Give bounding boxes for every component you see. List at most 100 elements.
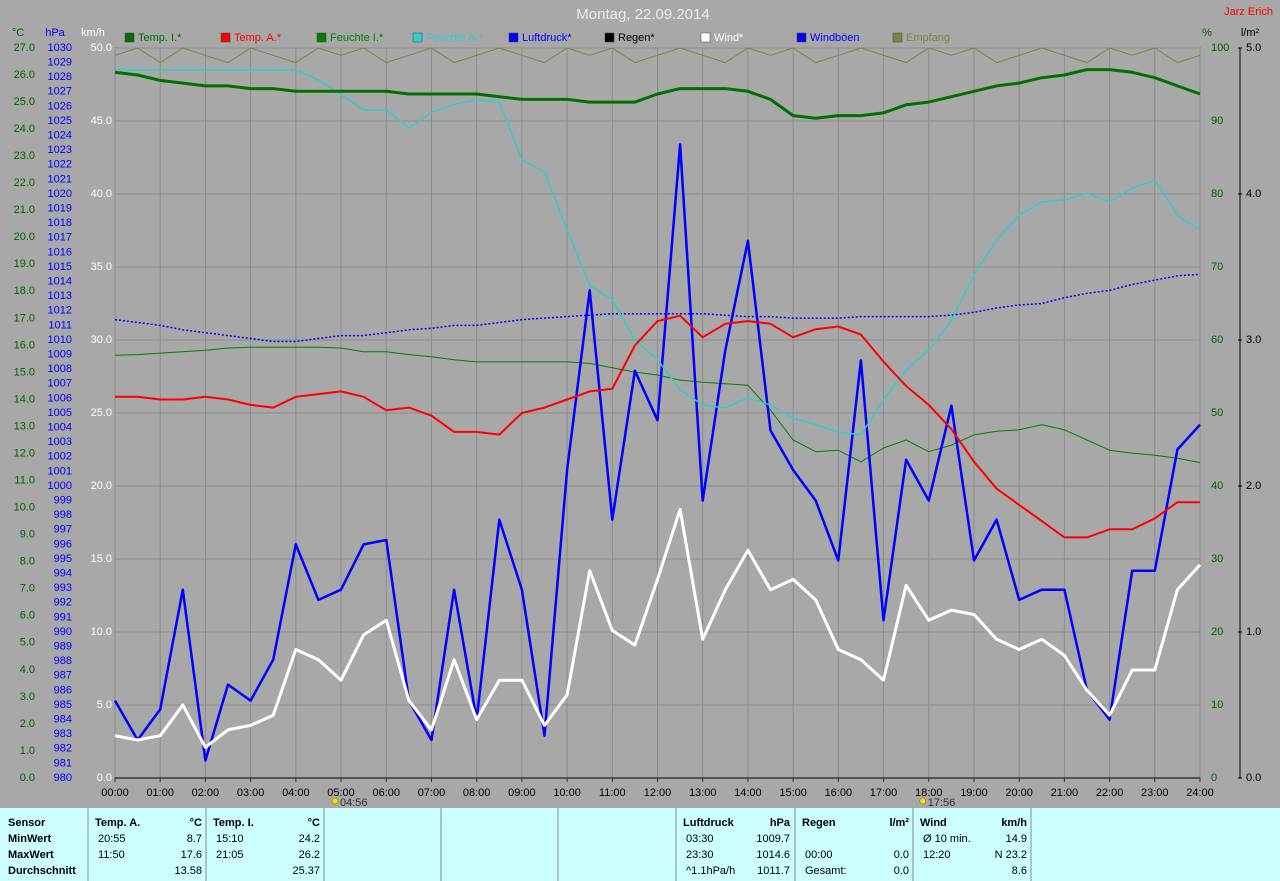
y-tick-label: 1016 (48, 246, 72, 258)
cell-value: N 23.2 (995, 849, 1027, 861)
cell-value: 17.6 (181, 849, 202, 861)
y-tick-label: 9.0 (20, 529, 35, 541)
y-tick-label: 1017 (48, 232, 72, 244)
y-tick-label: 0.0 (20, 772, 35, 784)
y-tick-label: 30.0 (91, 334, 112, 346)
y-tick-label: 19.0 (14, 258, 35, 270)
cell-value: 13.58 (174, 865, 202, 877)
legend-swatch (796, 32, 807, 43)
table-cells: Sensor MinWert MaxWert Durchschnitt Temp. A.… (8, 817, 1027, 877)
y-tick-label: 986 (54, 684, 72, 696)
x-tick-label: 15:00 (779, 787, 807, 799)
y-tick-label: 5.0 (97, 699, 112, 711)
x-tick-label: 13:00 (689, 787, 717, 799)
cell-time: 21:05 (216, 849, 244, 861)
y-tick-label: 45.0 (91, 115, 112, 127)
series-line (114, 346, 1201, 464)
y-tick-label: 26.0 (14, 69, 35, 81)
x-tick-label: 19:00 (960, 787, 988, 799)
y-tick-label: 997 (54, 524, 72, 536)
y-tick-label: 11.0 (14, 474, 35, 486)
x-tick-label: 06:00 (372, 787, 400, 799)
y-tick-label: 1012 (48, 305, 72, 317)
y-tick-label: 983 (54, 728, 72, 740)
y-tick-label: 1026 (48, 100, 72, 112)
sun-time: 04:56 (340, 797, 368, 809)
y-tick-label: 4.0 (1246, 188, 1261, 200)
column-header: Temp. A. (95, 817, 140, 829)
series-line (114, 507, 1202, 749)
y-tick-label: 80 (1211, 188, 1223, 200)
y-tick-label: 1014 (48, 276, 72, 288)
column-header: Regen (802, 817, 836, 829)
axis-unit: hPa (45, 27, 65, 39)
y-tick-label: 1027 (48, 86, 72, 98)
y-tick-label: 25.0 (91, 407, 112, 419)
y-tick-label: 24.0 (14, 123, 35, 135)
y-tick-label: 4.0 (20, 664, 35, 676)
y-tick-label: 994 (54, 568, 72, 580)
cell-value: 8.6 (1012, 865, 1027, 877)
y-tick-label: 20.0 (91, 480, 112, 492)
cell-time: ^1.1hPa/h (686, 865, 735, 877)
legend-label: Feuchte I.* (330, 32, 384, 44)
legend-swatch (700, 32, 711, 43)
cell-value: 1011.7 (757, 865, 790, 877)
author: Jarz Erich (1224, 6, 1273, 18)
y-tick-label: 40 (1211, 480, 1223, 492)
axis-labels: 00:00 01:00 02:00 03:00 04:00 05:00 06:00 07:00… (12, 27, 1261, 809)
y-tick-label: 996 (54, 538, 72, 550)
summary-table: Sensor MinWert MaxWert Durchschnitt Temp. A.… (0, 808, 1280, 881)
y-tick-label: 6.0 (20, 610, 35, 622)
y-tick-label: 988 (54, 655, 72, 667)
y-tick-label: 25.0 (14, 96, 35, 108)
y-tick-label: 21.0 (14, 204, 35, 216)
y-tick-label: 992 (54, 597, 72, 609)
y-tick-label: 1030 (48, 42, 72, 54)
y-tick-label: 1029 (48, 57, 72, 69)
x-tick-label: 07:00 (418, 787, 446, 799)
table-dividers (87, 808, 1032, 881)
cell-value: 26.2 (299, 849, 320, 861)
x-tick-label: 20:00 (1005, 787, 1033, 799)
y-tick-label: 1028 (48, 71, 72, 83)
row-label: MinWert (8, 833, 52, 845)
y-tick-label: 7.0 (20, 583, 35, 595)
cell-time: 03:30 (686, 833, 714, 845)
axis-unit: °C (12, 27, 24, 39)
y-tick-label: 1021 (48, 173, 72, 185)
x-tick-label: 12:00 (644, 787, 672, 799)
column-header: Temp. I. (213, 817, 254, 829)
cell-time: 12:20 (923, 849, 951, 861)
x-tick-label: 16:00 (825, 787, 853, 799)
y-tick-label: 50.0 (91, 42, 112, 54)
y-tick-label: 13.0 (14, 420, 35, 432)
y-tick-label: 14.0 (14, 393, 35, 405)
legend-swatch (412, 32, 423, 43)
y-tick-label: 0.0 (97, 772, 112, 784)
y-tick-label: 5.0 (20, 637, 35, 649)
y-tick-label: 1.0 (20, 745, 35, 757)
x-tick-label: 02:00 (192, 787, 220, 799)
y-tick-label: 50 (1211, 407, 1223, 419)
x-tick-label: 17:00 (870, 787, 898, 799)
row-label: Sensor (8, 817, 46, 829)
y-tick-label: 20 (1211, 626, 1223, 638)
y-tick-label: 17.0 (14, 312, 35, 324)
cell-time: Ø 10 min. (923, 833, 971, 845)
y-tick-label: 10.0 (14, 502, 35, 514)
y-tick-label: 27.0 (14, 42, 35, 54)
cell-value: 25.37 (292, 865, 320, 877)
y-tick-label: 35.0 (91, 261, 112, 273)
x-tick-label: 11:00 (599, 787, 626, 799)
axis-unit: l/m² (1241, 27, 1260, 39)
y-tick-label: 995 (54, 553, 72, 565)
column-unit: °C (308, 817, 320, 829)
axis-unit: km/h (81, 27, 105, 39)
x-tick-label: 01:00 (146, 787, 174, 799)
y-tick-label: 30 (1211, 553, 1223, 565)
cell-value: 1009.7 (756, 833, 790, 845)
legend-label: Wind* (714, 32, 744, 44)
cell-value: 0.0 (894, 865, 909, 877)
